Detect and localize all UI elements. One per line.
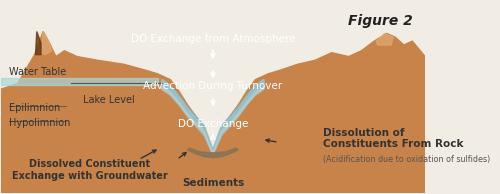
Text: Figure 2: Figure 2 — [348, 14, 412, 28]
Text: Lake Level: Lake Level — [84, 95, 135, 105]
Polygon shape — [36, 31, 41, 55]
Polygon shape — [0, 78, 158, 85]
Text: Sediments: Sediments — [182, 178, 244, 188]
Polygon shape — [41, 31, 51, 55]
Text: Dissolved Constituent
Exchange with Groundwater: Dissolved Constituent Exchange with Grou… — [12, 159, 168, 181]
Text: Hypolimnion: Hypolimnion — [9, 118, 70, 128]
Polygon shape — [0, 35, 425, 193]
Text: Water Table: Water Table — [9, 67, 66, 77]
Polygon shape — [376, 33, 393, 45]
Text: Epilimnion: Epilimnion — [9, 103, 60, 113]
Text: Dissolution of
Constituents From Rock: Dissolution of Constituents From Rock — [323, 128, 464, 149]
Text: Advection During Turnover: Advection During Turnover — [144, 81, 282, 91]
Polygon shape — [162, 80, 264, 155]
Polygon shape — [188, 148, 238, 158]
Polygon shape — [162, 80, 264, 155]
Polygon shape — [0, 31, 425, 193]
Text: DO Exchange: DO Exchange — [178, 119, 248, 129]
Polygon shape — [162, 86, 264, 154]
Text: (Acidification due to oxidation of sulfides): (Acidification due to oxidation of sulfi… — [323, 155, 490, 164]
Text: DO Exchange from Atmosphere: DO Exchange from Atmosphere — [130, 34, 295, 44]
